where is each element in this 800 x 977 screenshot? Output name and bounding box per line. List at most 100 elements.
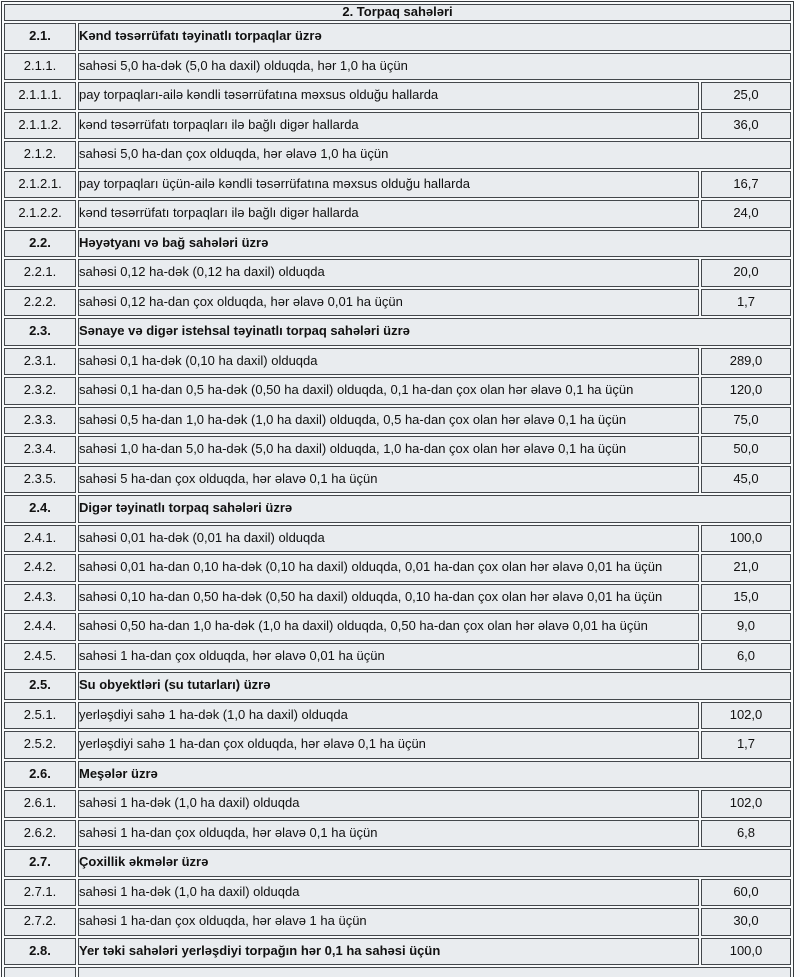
row-number-cell: 2.1.2.	[4, 141, 76, 169]
row-description-cell: yerləşdiyi sahə 1 ha-dan çox olduqda, hə…	[78, 731, 699, 759]
row-description-cell: sahəsi 1 ha-dan çox olduqda, hər əlavə 0…	[78, 819, 699, 847]
partial-row	[4, 967, 791, 977]
row-description-cell: sahəsi 5 ha-dan çox olduqda, hər əlavə 0…	[78, 465, 699, 493]
row-description-cell: kənd təsərrüfatı torpaqları ilə bağlı di…	[78, 111, 699, 139]
table-row: 2.4.5. sahəsi 1 ha-dan çox olduqda, hər ə…	[4, 642, 791, 670]
table-row: 2.1.2.2. kənd təsərrüfatı torpaqları ilə …	[4, 200, 791, 228]
row-value-cell: 24,0	[700, 200, 791, 228]
table-row: 2.4.1. sahəsi 0,01 ha-dək (0,01 ha daxil)…	[4, 524, 791, 552]
row-number-cell: 2.1.2.1.	[4, 170, 76, 198]
row-number-cell: 2.3.2.	[4, 377, 76, 405]
row-number-cell: 2.5.1.	[4, 701, 76, 729]
table-row: 2.3.3. sahəsi 0,5 ha-dan 1,0 ha-dək (1,0 …	[4, 406, 791, 434]
row-description-cell: sahəsi 1 ha-dan çox olduqda, hər əlavə 0…	[78, 642, 699, 670]
row-value-cell: 50,0	[700, 436, 791, 464]
table-row: 2.4.3. sahəsi 0,10 ha-dan 0,50 ha-dək (0,…	[4, 583, 791, 611]
table-row: 2.1.2. sahəsi 5,0 ha-dan çox olduqda, hər…	[4, 141, 791, 169]
row-number-cell: 2.3.4.	[4, 436, 76, 464]
row-number-cell: 2.3.	[4, 318, 76, 346]
row-number-cell: 2.4.	[4, 495, 76, 523]
row-number-cell: 2.7.	[4, 849, 76, 877]
row-number-cell: 2.5.	[4, 672, 76, 700]
row-number-cell: 2.6.	[4, 760, 76, 788]
row-description-cell: sahəsi 0,12 ha-dək (0,12 ha daxil) olduq…	[78, 259, 699, 287]
table-row: 2.3.2. sahəsi 0,1 ha-dan 0,5 ha-dək (0,50…	[4, 377, 791, 405]
row-description-cell: yerləşdiyi sahə 1 ha-dək (1,0 ha daxil) …	[78, 701, 699, 729]
row-value-cell: 25,0	[700, 82, 791, 110]
row-number-cell: 2.4.4.	[4, 613, 76, 641]
table-row: 2.7.1. sahəsi 1 ha-dək (1,0 ha daxil) old…	[4, 878, 791, 906]
row-description-cell: pay torpaqları üçün-ailə kəndli təsərrüf…	[78, 170, 699, 198]
row-value-cell: 102,0	[700, 701, 791, 729]
row-value-cell: 1,7	[700, 731, 791, 759]
row-number-cell: 2.3.1.	[4, 347, 76, 375]
row-number-cell: 2.3.5.	[4, 465, 76, 493]
row-description-cell: sahəsi 0,50 ha-dan 1,0 ha-dək (1,0 ha da…	[78, 613, 699, 641]
row-description-cell: sahəsi 0,1 ha-dan 0,5 ha-dək (0,50 ha da…	[78, 377, 699, 405]
row-number-cell: 2.8.	[4, 937, 76, 965]
row-number-cell: 2.1.2.2.	[4, 200, 76, 228]
row-description-cell: Meşələr üzrə	[78, 760, 791, 788]
section-row: 2.5. Su obyektləri (su tutarları) üzrə	[4, 672, 791, 700]
table-row: 2.3.1. sahəsi 0,1 ha-dək (0,10 ha daxil) …	[4, 347, 791, 375]
row-description-cell: sahəsi 0,5 ha-dan 1,0 ha-dək (1,0 ha dax…	[78, 406, 699, 434]
row-description-cell: Həyətyanı və bağ sahələri üzrə	[78, 229, 791, 257]
row-description-cell: sahəsi 0,01 ha-dək (0,01 ha daxil) olduq…	[78, 524, 699, 552]
section-row: 2.6. Meşələr üzrə	[4, 760, 791, 788]
row-value-cell: 100,0	[700, 937, 791, 965]
row-value-cell: 289,0	[700, 347, 791, 375]
table-row: 2.6.1. sahəsi 1 ha-dək (1,0 ha daxil) old…	[4, 790, 791, 818]
row-description-cell: Kənd təsərrüfatı təyinatlı torpaqlar üzr…	[78, 23, 791, 51]
table-row: 2.7.2. sahəsi 1 ha-dan çox olduqda, hər ə…	[4, 908, 791, 936]
row-number-cell: 2.4.3.	[4, 583, 76, 611]
row-value-cell: 1,7	[700, 288, 791, 316]
row-value-cell: 6,0	[700, 642, 791, 670]
table-title: 2. Torpaq sahələri	[4, 4, 791, 21]
row-value-cell: 45,0	[700, 465, 791, 493]
table-row: 2.3.4. sahəsi 1,0 ha-dan 5,0 ha-dək (5,0 …	[4, 436, 791, 464]
table-row: 2.2.1. sahəsi 0,12 ha-dək (0,12 ha daxil)…	[4, 259, 791, 287]
row-description-cell: sahəsi 0,1 ha-dək (0,10 ha daxil) olduqd…	[78, 347, 699, 375]
row-value-cell: 30,0	[700, 908, 791, 936]
section-row: 2.3. Sənaye və digər istehsal təyinatlı t…	[4, 318, 791, 346]
table-title-row: 2. Torpaq sahələri	[4, 4, 791, 21]
row-value-cell: 100,0	[700, 524, 791, 552]
section-row: 2.2. Həyətyanı və bağ sahələri üzrə	[4, 229, 791, 257]
table-row: 2.4.2. sahəsi 0,01 ha-dan 0,10 ha-dək (0,…	[4, 554, 791, 582]
row-value-cell: 9,0	[700, 613, 791, 641]
row-description-cell	[78, 967, 791, 977]
section-row: 2.7. Çoxillik əkmələr üzrə	[4, 849, 791, 877]
row-description-cell: sahəsi 0,10 ha-dan 0,50 ha-dək (0,50 ha …	[78, 583, 699, 611]
row-value-cell: 16,7	[700, 170, 791, 198]
row-description-cell: sahəsi 0,12 ha-dan çox olduqda, hər əlav…	[78, 288, 699, 316]
row-number-cell: 2.4.1.	[4, 524, 76, 552]
row-description-cell: sahəsi 1 ha-dan çox olduqda, hər əlavə 1…	[78, 908, 699, 936]
row-description-cell: kənd təsərrüfatı torpaqları ilə bağlı di…	[78, 200, 699, 228]
row-description-cell: sahəsi 0,01 ha-dan 0,10 ha-dək (0,10 ha …	[78, 554, 699, 582]
section-row: 2.8. Yer təki sahələri yerləşdiyi torpağı…	[4, 937, 791, 965]
table-row: 2.4.4. sahəsi 0,50 ha-dan 1,0 ha-dək (1,0…	[4, 613, 791, 641]
row-description-cell: sahəsi 5,0 ha-dan çox olduqda, hər əlavə…	[78, 141, 791, 169]
row-value-cell: 120,0	[700, 377, 791, 405]
table-row: 2.2.2. sahəsi 0,12 ha-dan çox olduqda, hə…	[4, 288, 791, 316]
row-number-cell: 2.2.2.	[4, 288, 76, 316]
section-row: 2.1. Kənd təsərrüfatı təyinatlı torpaqlar…	[4, 23, 791, 51]
row-number-cell: 2.2.	[4, 229, 76, 257]
table-row: 2.1.1. sahəsi 5,0 ha-dək (5,0 ha daxil) o…	[4, 52, 791, 80]
row-number-cell: 2.4.2.	[4, 554, 76, 582]
section-row: 2.4. Digər təyinatlı torpaq sahələri üzrə	[4, 495, 791, 523]
row-description-cell: sahəsi 1 ha-dək (1,0 ha daxil) olduqda	[78, 790, 699, 818]
row-description-cell: pay torpaqları-ailə kəndli təsərrüfatına…	[78, 82, 699, 110]
row-number-cell: 2.1.1.1.	[4, 82, 76, 110]
row-number-cell: 2.1.1.2.	[4, 111, 76, 139]
row-value-cell: 21,0	[700, 554, 791, 582]
table-row: 2.1.2.1. pay torpaqları üçün-ailə kəndli …	[4, 170, 791, 198]
table-row: 2.1.1.2. kənd təsərrüfatı torpaqları ilə …	[4, 111, 791, 139]
row-number-cell: 2.7.2.	[4, 908, 76, 936]
row-description-cell: sahəsi 1,0 ha-dan 5,0 ha-dək (5,0 ha dax…	[78, 436, 699, 464]
row-number-cell: 2.5.2.	[4, 731, 76, 759]
row-number-cell: 2.3.3.	[4, 406, 76, 434]
row-description-cell: Digər təyinatlı torpaq sahələri üzrə	[78, 495, 791, 523]
